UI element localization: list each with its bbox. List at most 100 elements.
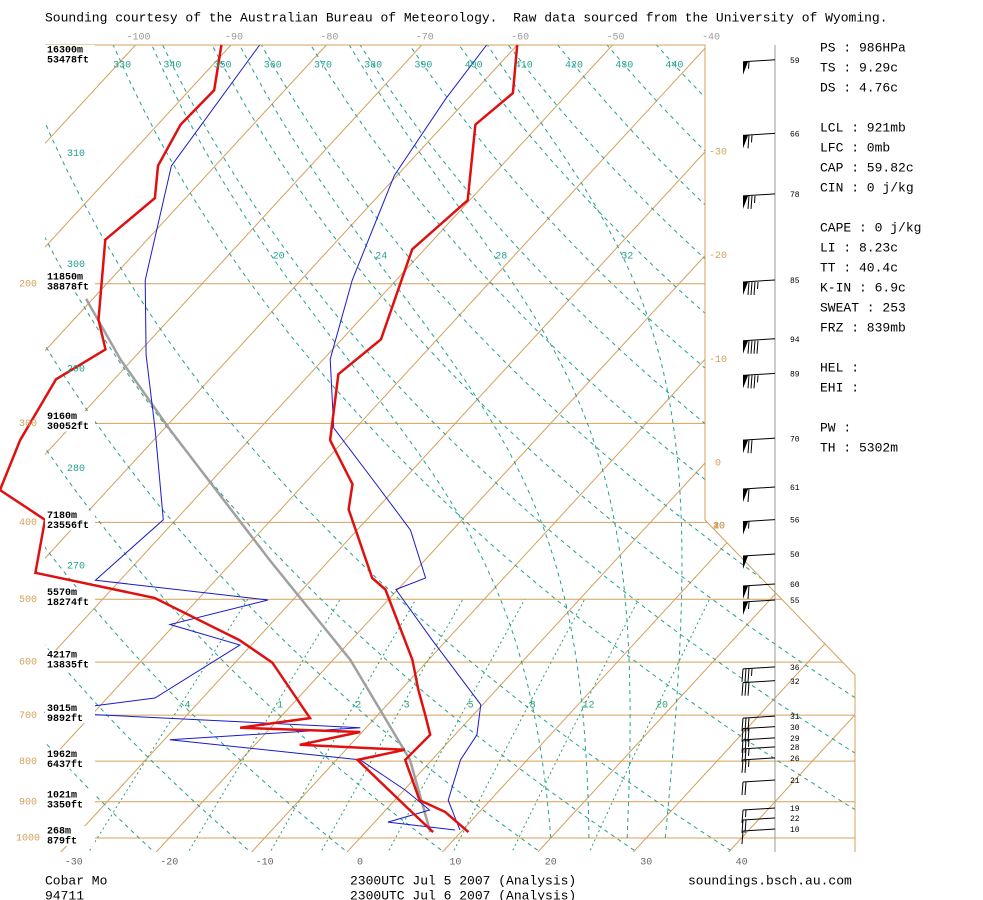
barb-long [753,281,756,296]
isotherm [60,45,804,852]
wind-speed-label: 61 [790,484,800,493]
mixing-ratio-line [268,599,417,852]
wind-barb [741,757,776,773]
barb-flag [743,282,748,295]
barb-staff [742,666,776,670]
height-box [45,271,95,292]
barb-long [747,375,750,389]
barb-flag [743,195,748,209]
barb-staff [742,553,776,557]
index-line: EHI : [820,380,859,395]
y-tick-label: 500 [19,595,37,606]
barb-long [753,340,756,354]
barb-staff [742,757,776,761]
barb-staff [742,486,776,490]
height-box [45,650,95,671]
dry-adiabat-label: 270 [67,562,85,573]
moist-adiabat [486,45,683,839]
wind-barb [742,599,776,615]
barb-staff [742,828,776,832]
wind-speed-label: 89 [790,371,800,380]
barb-long [747,440,750,454]
wind-speed-label: 28 [790,744,800,753]
barb-long [741,682,744,696]
header: Sounding courtesy of the Australian Bure… [45,10,888,25]
moist-adiabat-label: 20 [273,252,285,263]
barb-staff [742,807,776,811]
dry-adiabat-label: 440 [665,61,683,72]
wind-barb [742,193,776,209]
barb-long [741,668,744,682]
index-line: CAPE : 0 j/kg [820,220,921,235]
height-box [45,510,95,531]
site: soundings.bsch.au.com [688,873,852,888]
isotherm-label: -50 [607,33,625,44]
wind-speed-label: 36 [790,664,800,673]
mixing-ratio-line [319,599,464,852]
height-box [45,789,95,810]
dry-adiabat-label: 370 [314,61,332,72]
index-line: HEL : [820,360,859,375]
mixing-ratio-label: 20 [656,701,668,712]
height-ft: 879ft [47,836,77,848]
wind-speed-label: 21 [790,777,800,786]
barb-staff [742,599,776,603]
index-line: LI : 8.23c [820,240,898,255]
barb-long [744,781,747,796]
index-line: TH : 5302m [820,440,898,455]
dry-adiabat-label: 300 [67,260,85,271]
barb-long [741,718,744,732]
barb-flag [743,61,748,75]
wind-speed-label: 94 [790,336,800,345]
height-m: 1021m [47,790,77,801]
moist-adiabat [239,45,590,839]
barb-short [748,601,750,610]
isotherm [537,45,855,852]
moist-adiabat-label: 24 [375,252,387,263]
station-id: 94711 [45,888,84,900]
barb-staff [742,726,776,730]
y-tick-label: 700 [19,711,37,722]
y-tick-label: 900 [19,797,37,808]
barb-long [750,281,753,296]
dry-adiabat-label: 350 [214,61,232,72]
wind-speed-label: 70 [790,435,800,444]
mixing-ratio-label: 5 [468,701,474,712]
index-line: SWEAT : 253 [820,300,906,315]
barb-flag [743,585,748,599]
barb-long [741,748,744,762]
mixing-ratio-line [510,599,640,852]
dewpoint-line [44,44,456,831]
height-ft: 23556ft [47,520,89,532]
barb-staff [742,279,776,283]
temperature-line [329,44,487,831]
mixing-ratio-label: 1 [277,701,283,712]
wind-barb [741,807,776,824]
dry-adiabat-label: 280 [67,464,85,475]
barb-staff [742,680,776,684]
y-tick-label: 1000 [16,834,40,845]
parcel-path [85,298,432,833]
temperature-line [328,44,519,834]
barb-short [751,668,753,676]
wind-barb [742,59,776,75]
dry-adiabat-label: 390 [414,61,432,72]
barb-short [748,739,750,747]
dry-adiabat-label: 360 [264,61,282,72]
height-ft: 3350ft [47,799,83,811]
isotherm-label: -60 [511,33,529,44]
barb-short [751,135,753,143]
height-ft: 30052ft [47,421,89,433]
isotherm [728,45,855,852]
barb-staff [742,817,776,821]
wind-barb [742,486,776,503]
wind-speed-label: 56 [790,517,800,526]
station-name: Cobar Mo [45,873,107,888]
y-tick-label: 300 [19,419,37,430]
wind-barb [742,583,776,599]
barb-staff [742,583,776,587]
barb-flag [743,440,748,454]
barb-long [741,728,744,742]
isotherm [251,45,855,852]
